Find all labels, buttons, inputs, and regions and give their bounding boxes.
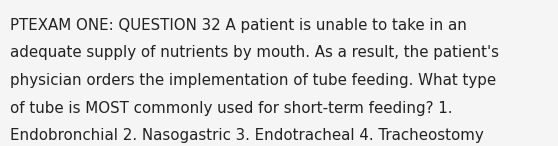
Text: adequate supply of nutrients by mouth. As a result, the patient's: adequate supply of nutrients by mouth. A… <box>10 45 499 60</box>
Text: PTEXAM ONE: QUESTION 32 A patient is unable to take in an: PTEXAM ONE: QUESTION 32 A patient is una… <box>10 18 467 33</box>
Text: Endobronchial 2. Nasogastric 3. Endotracheal 4. Tracheostomy: Endobronchial 2. Nasogastric 3. Endotrac… <box>10 128 484 144</box>
Text: of tube is MOST commonly used for short-term feeding? 1.: of tube is MOST commonly used for short-… <box>10 101 453 116</box>
Text: physician orders the implementation of tube feeding. What type: physician orders the implementation of t… <box>10 73 496 88</box>
